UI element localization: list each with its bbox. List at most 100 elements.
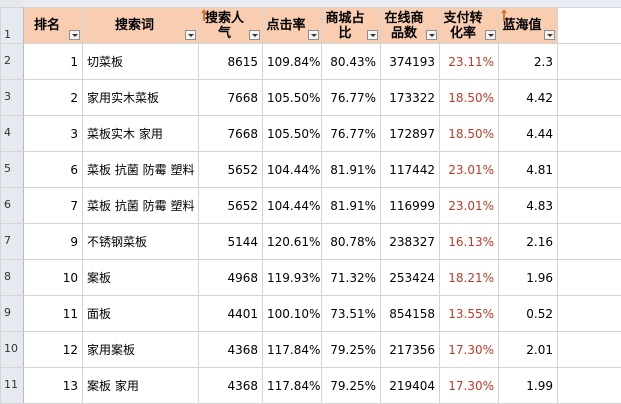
cell-online-products[interactable]: 238327	[381, 224, 440, 260]
cell-blue-ocean[interactable]: 4.83	[499, 188, 558, 224]
cell-ctr[interactable]: 104.44%	[263, 188, 322, 224]
cell-conversion[interactable]: 18.50%	[440, 80, 499, 116]
cell-popularity[interactable]: 4401	[199, 296, 263, 332]
row-number[interactable]: 1	[1, 8, 24, 44]
cell-mall-share[interactable]: 76.77%	[322, 116, 381, 152]
filter-dropdown-icon[interactable]	[249, 30, 260, 40]
cell-popularity[interactable]: 5652	[199, 188, 263, 224]
cell-popularity[interactable]: 5144	[199, 224, 263, 260]
cell-online-products[interactable]: 374193	[381, 44, 440, 80]
cell-blue-ocean[interactable]: 2.16	[499, 224, 558, 260]
cell-ctr[interactable]: 109.84%	[263, 44, 322, 80]
header-blue-ocean[interactable]: 蓝海值	[499, 8, 558, 44]
cell-mall-share[interactable]: 81.91%	[322, 188, 381, 224]
empty-cell[interactable]	[558, 224, 621, 260]
cell-ctr[interactable]: 117.84%	[263, 332, 322, 368]
row-number[interactable]: 3	[1, 80, 24, 116]
cell-blue-ocean[interactable]: 1.99	[499, 368, 558, 404]
header-online-products[interactable]: 在线商品数	[381, 8, 440, 44]
cell-conversion[interactable]: 18.21%	[440, 260, 499, 296]
empty-cell[interactable]	[558, 260, 621, 296]
cell-online-products[interactable]: 172897	[381, 116, 440, 152]
filter-dropdown-icon[interactable]	[544, 30, 555, 40]
cell-rank[interactable]: 2	[24, 80, 83, 116]
cell-conversion[interactable]: 23.11%	[440, 44, 499, 80]
cell-keyword[interactable]: 案板	[83, 260, 199, 296]
row-number[interactable]: 5	[1, 152, 24, 188]
cell-keyword[interactable]: 家用实木菜板	[83, 80, 199, 116]
cell-blue-ocean[interactable]: 4.44	[499, 116, 558, 152]
empty-cell[interactable]	[558, 188, 621, 224]
cell-popularity[interactable]: 7668	[199, 116, 263, 152]
empty-cell[interactable]	[558, 44, 621, 80]
empty-cell[interactable]	[558, 80, 621, 116]
cell-ctr[interactable]: 117.84%	[263, 368, 322, 404]
filter-dropdown-icon[interactable]	[367, 30, 378, 40]
cell-online-products[interactable]: 219404	[381, 368, 440, 404]
row-number[interactable]: 4	[1, 116, 24, 152]
cell-ctr[interactable]: 120.61%	[263, 224, 322, 260]
cell-conversion[interactable]: 18.50%	[440, 116, 499, 152]
header-conversion[interactable]: 支付转化率	[440, 8, 499, 44]
row-number[interactable]: 2	[1, 44, 24, 80]
header-rank[interactable]: 排名	[24, 8, 83, 44]
empty-cell[interactable]	[558, 368, 621, 404]
cell-ctr[interactable]: 119.93%	[263, 260, 322, 296]
cell-popularity[interactable]: 5652	[199, 152, 263, 188]
cell-popularity[interactable]: 4368	[199, 368, 263, 404]
cell-rank[interactable]: 1	[24, 44, 83, 80]
cell-ctr[interactable]: 100.10%	[263, 296, 322, 332]
cell-popularity[interactable]: 4368	[199, 332, 263, 368]
cell-rank[interactable]: 10	[24, 260, 83, 296]
row-number[interactable]: 7	[1, 224, 24, 260]
row-number[interactable]: 10	[1, 332, 24, 368]
cell-mall-share[interactable]: 73.51%	[322, 296, 381, 332]
cell-keyword[interactable]: 不锈钢菜板	[83, 224, 199, 260]
cell-conversion[interactable]: 23.01%	[440, 152, 499, 188]
cell-mall-share[interactable]: 71.32%	[322, 260, 381, 296]
row-number[interactable]: 6	[1, 188, 24, 224]
cell-blue-ocean[interactable]: 4.81	[499, 152, 558, 188]
cell-rank[interactable]: 7	[24, 188, 83, 224]
cell-rank[interactable]: 9	[24, 224, 83, 260]
cell-mall-share[interactable]: 80.78%	[322, 224, 381, 260]
cell-rank[interactable]: 12	[24, 332, 83, 368]
cell-blue-ocean[interactable]: 0.52	[499, 296, 558, 332]
row-number[interactable]: 8	[1, 260, 24, 296]
cell-rank[interactable]: 6	[24, 152, 83, 188]
cell-mall-share[interactable]: 79.25%	[322, 332, 381, 368]
empty-cell[interactable]	[558, 296, 621, 332]
row-number[interactable]: 11	[1, 368, 24, 404]
cell-conversion[interactable]: 23.01%	[440, 188, 499, 224]
empty-cell[interactable]	[558, 8, 621, 44]
empty-cell[interactable]	[558, 332, 621, 368]
cell-keyword[interactable]: 家用案板	[83, 332, 199, 368]
cell-blue-ocean[interactable]: 2.3	[499, 44, 558, 80]
cell-keyword[interactable]: 菜板 抗菌 防霉 塑料	[83, 152, 199, 188]
cell-mall-share[interactable]: 80.43%	[322, 44, 381, 80]
cell-ctr[interactable]: 105.50%	[263, 116, 322, 152]
cell-conversion[interactable]: 16.13%	[440, 224, 499, 260]
filter-dropdown-icon[interactable]	[485, 30, 496, 40]
cell-conversion[interactable]: 17.30%	[440, 368, 499, 404]
cell-blue-ocean[interactable]: 1.96	[499, 260, 558, 296]
cell-mall-share[interactable]: 79.25%	[322, 368, 381, 404]
filter-dropdown-icon[interactable]	[308, 30, 319, 40]
cell-blue-ocean[interactable]: 4.42	[499, 80, 558, 116]
cell-ctr[interactable]: 104.44%	[263, 152, 322, 188]
empty-cell[interactable]	[558, 152, 621, 188]
cell-keyword[interactable]: 案板 家用	[83, 368, 199, 404]
cell-online-products[interactable]: 117442	[381, 152, 440, 188]
cell-rank[interactable]: 11	[24, 296, 83, 332]
cell-keyword[interactable]: 面板	[83, 296, 199, 332]
cell-online-products[interactable]: 253424	[381, 260, 440, 296]
filter-dropdown-icon[interactable]	[69, 30, 80, 40]
header-ctr[interactable]: 点击率	[263, 8, 322, 44]
cell-rank[interactable]: 13	[24, 368, 83, 404]
cell-blue-ocean[interactable]: 2.01	[499, 332, 558, 368]
cell-keyword[interactable]: 切菜板	[83, 44, 199, 80]
cell-online-products[interactable]: 116999	[381, 188, 440, 224]
filter-dropdown-icon[interactable]	[426, 30, 437, 40]
header-mall-share[interactable]: 商城占比	[322, 8, 381, 44]
cell-popularity[interactable]: 8615	[199, 44, 263, 80]
